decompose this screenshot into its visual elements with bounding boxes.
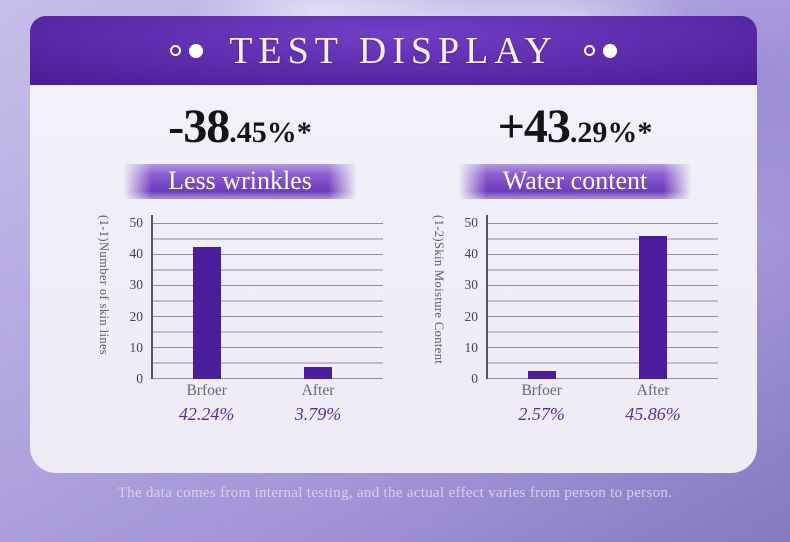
title-decoration-right xyxy=(583,43,617,58)
x-axis-labels: Brfoer After xyxy=(486,382,718,403)
metric-label-banner: Water content xyxy=(459,164,691,199)
title-decoration-left xyxy=(170,43,204,58)
y-axis-line xyxy=(151,215,153,379)
y-tick-label: 50 xyxy=(129,215,144,230)
x-axis-labels: Brfoer After xyxy=(151,382,383,403)
y-axis-label: (1-1)Number of skin lines xyxy=(97,215,111,356)
y-tick-label: 30 xyxy=(129,277,144,293)
value-label: 2.57% xyxy=(518,404,565,424)
metric-value-main: -38 xyxy=(168,100,230,153)
bar-chart-moisture: (1-2)Skin Moisture Content 0 10 20 30 40 50 B… xyxy=(430,215,720,428)
metric-value-decimal: .29%* xyxy=(569,116,653,149)
metric-headline: +43.29%* xyxy=(430,99,720,157)
panel-less-wrinkles: -38.45%* Less wrinkles (1-1)Number of sk… xyxy=(95,99,385,428)
y-tick-label: 0 xyxy=(136,371,143,386)
bar-before xyxy=(527,370,556,379)
bar-after xyxy=(639,235,668,379)
y-tick-label: 40 xyxy=(464,246,479,262)
value-label: 45.86% xyxy=(625,404,681,424)
value-label: 42.24% xyxy=(178,404,235,424)
page-title: TEST DISPLAY xyxy=(229,29,558,72)
y-axis-line xyxy=(486,215,488,379)
title-banner: TEST DISPLAY xyxy=(30,16,757,85)
metric-value-main: +43 xyxy=(497,100,571,153)
chart-panels: -38.45%* Less wrinkles (1-1)Number of sk… xyxy=(30,85,757,428)
bar-after xyxy=(304,367,333,379)
plot-area xyxy=(151,215,383,379)
value-labels: 2.57% 45.86% xyxy=(486,404,718,428)
y-tick-label: 30 xyxy=(464,277,479,293)
value-label: 3.79% xyxy=(294,404,342,424)
disclaimer-note: The data comes from internal testing, an… xyxy=(117,485,673,501)
metric-label-banner: Less wrinkles xyxy=(124,164,356,199)
y-tick-label: 10 xyxy=(464,339,479,355)
y-tick-label: 50 xyxy=(464,215,479,230)
y-tick-label: 0 xyxy=(471,371,478,386)
value-labels: 42.24% 3.79% xyxy=(151,404,383,428)
circle-filled-icon xyxy=(189,43,204,58)
bar-before xyxy=(192,247,221,379)
y-tick-label: 20 xyxy=(129,308,144,324)
circle-filled-icon xyxy=(602,43,617,58)
metric-headline: -38.45%* xyxy=(95,99,385,157)
bar-chart-wrinkles: (1-1)Number of skin lines 0 10 20 30 40 50 Br… xyxy=(95,215,385,428)
y-tick-label: 20 xyxy=(464,308,479,324)
x-tick-label: After xyxy=(301,382,335,399)
y-axis-ticks: 0 10 20 30 40 50 xyxy=(448,216,486,386)
circle-outline-icon xyxy=(170,45,182,56)
plot-column: Brfoer After 42.24% 3.79% xyxy=(151,215,383,428)
x-tick-label: Brfoer xyxy=(521,382,562,399)
plot-area xyxy=(486,215,718,379)
metric-value-decimal: .45%* xyxy=(229,116,312,149)
circle-outline-icon xyxy=(583,45,595,56)
results-card: -38.45%* Less wrinkles (1-1)Number of sk… xyxy=(30,85,757,473)
y-axis-label: (1-2)Skin Moisture Content xyxy=(432,215,446,365)
y-axis-ticks: 0 10 20 30 40 50 xyxy=(113,216,151,386)
panel-water-content: +43.29%* Water content (1-2)Skin Moistur… xyxy=(430,99,720,428)
x-tick-label: After xyxy=(636,382,670,399)
y-tick-label: 40 xyxy=(129,246,144,262)
y-tick-label: 10 xyxy=(129,339,144,355)
x-tick-label: Brfoer xyxy=(186,382,227,399)
plot-column: Brfoer After 2.57% 45.86% xyxy=(486,215,718,428)
